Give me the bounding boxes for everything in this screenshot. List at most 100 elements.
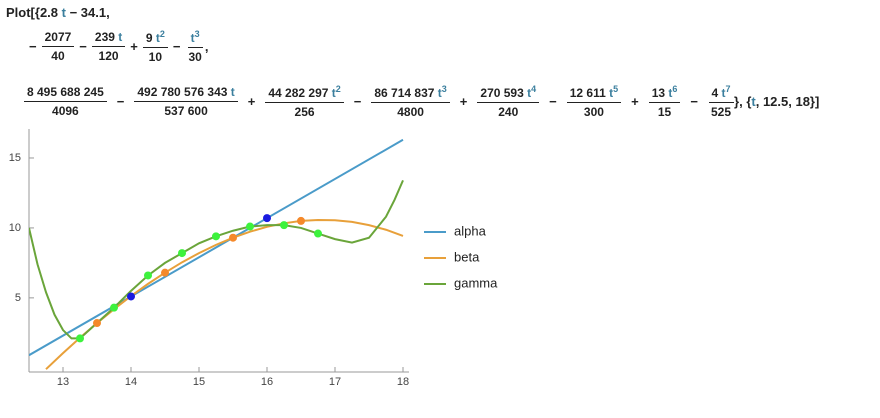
- numerator: 44 282 297 t2: [265, 83, 344, 103]
- data-point: [110, 303, 118, 312]
- fraction: 270 593 t4 240: [477, 83, 540, 119]
- data-point: [76, 334, 84, 343]
- fraction: 86 714 837 t3 4800: [371, 83, 450, 119]
- variable: t: [62, 5, 66, 20]
- variable-name: t: [437, 85, 442, 100]
- fraction: t3 30: [185, 29, 204, 64]
- denominator: 30: [188, 49, 202, 64]
- variable: t: [751, 94, 755, 109]
- numerator: 13 t6: [648, 83, 681, 103]
- data-point: [229, 233, 237, 242]
- x-tick-label: 17: [329, 376, 341, 388]
- legend-label: beta: [454, 249, 480, 264]
- operator: −: [549, 93, 557, 109]
- input-text: 492 780 576 343: [137, 84, 231, 99]
- x-tick-label: 14: [125, 376, 137, 388]
- exponent: 4: [531, 83, 537, 94]
- input-line: 8 495 688 245 4096−492 780 576 343 t 537 6…: [24, 78, 819, 124]
- input-text: 13: [651, 85, 669, 100]
- variable: t: [231, 85, 235, 99]
- numerator: 4 t7: [708, 84, 734, 103]
- fraction: 13 t6 15: [648, 83, 681, 119]
- operator: −: [116, 93, 125, 109]
- fraction: 44 282 297 t2 256: [265, 83, 344, 119]
- denominator: 40: [51, 48, 65, 63]
- fraction: 12 611 t5 300: [566, 83, 622, 119]
- denominator: 4096: [52, 103, 79, 118]
- input-text: 2.8: [39, 4, 62, 20]
- fraction: 8 495 688 245 4096: [24, 85, 107, 118]
- variable: t4: [527, 83, 537, 100]
- variable-name: t: [668, 85, 673, 100]
- variable-name: t: [155, 30, 160, 45]
- variable-name: t: [61, 4, 66, 20]
- numerator: 2077: [41, 29, 75, 47]
- input-text: }, {: [734, 93, 752, 109]
- plot-area: [29, 138, 404, 370]
- variable-name: t: [721, 85, 726, 100]
- input-text: 9: [145, 30, 156, 45]
- data-point: [127, 292, 135, 301]
- denominator: 240: [498, 104, 519, 119]
- legend-label: alpha: [454, 223, 487, 238]
- exponent: 3: [441, 83, 447, 94]
- x-tick-label: 13: [57, 376, 69, 388]
- series-line: [29, 138, 404, 357]
- numerator: 239 t: [91, 29, 126, 47]
- data-point: [297, 216, 305, 225]
- input-text: , 12.5, 18}]: [755, 93, 820, 109]
- operator: −: [29, 38, 37, 54]
- exponent: 2: [335, 83, 341, 94]
- operator: −: [79, 38, 87, 54]
- variable: t5: [609, 83, 619, 100]
- y-tick-label: 5: [15, 292, 21, 304]
- fraction: 2077 40: [41, 29, 75, 63]
- numerator: 270 593 t4: [477, 83, 540, 103]
- denominator: 120: [98, 48, 119, 63]
- denominator: 10: [148, 49, 163, 64]
- input-line: −2077 40−239 t 120 +9 t2 10− t3 30,: [24, 24, 819, 68]
- plot-input: Plot[{2.8 t − 34.1, −2077 40−239 t 120 +9 t2…: [6, 0, 819, 124]
- data-point: [144, 271, 152, 280]
- numerator: t3: [187, 28, 203, 48]
- variable: t3: [437, 83, 447, 100]
- y-tick-label: 15: [9, 152, 21, 164]
- data-point: [246, 222, 254, 231]
- denominator: 537 600: [164, 103, 208, 118]
- data-point: [314, 229, 322, 238]
- denominator: 525: [711, 104, 732, 119]
- fraction: 239 t 120: [91, 29, 126, 63]
- denominator: 300: [583, 104, 604, 119]
- numerator: 8 495 688 245: [24, 85, 107, 102]
- variable-name: t: [118, 29, 123, 44]
- variable: t7: [721, 84, 731, 100]
- input-text: 2077: [44, 29, 72, 44]
- variable-name: t: [527, 85, 532, 100]
- input-line: Plot[{2.8 t − 34.1,: [6, 0, 819, 24]
- fraction: 4 t7 525: [708, 84, 734, 119]
- numerator: 9 t2: [142, 28, 168, 48]
- y-tick-label: 10: [9, 222, 21, 234]
- operator: +: [631, 93, 639, 109]
- variable-name: t: [190, 30, 195, 45]
- fraction: 9 t2 10: [142, 28, 168, 64]
- exponent: 2: [159, 28, 165, 39]
- x-tick-label: 16: [261, 376, 273, 388]
- exponent: 5: [613, 83, 619, 94]
- x-tick-label: 15: [193, 376, 205, 388]
- exponent: 3: [194, 28, 200, 39]
- input-text: ,: [204, 38, 209, 54]
- input-text: 4: [711, 85, 722, 100]
- exponent: 6: [672, 83, 678, 94]
- variable: t3: [190, 28, 200, 45]
- operator: −: [690, 93, 698, 109]
- numerator: 492 780 576 343 t: [134, 84, 238, 102]
- input-text: − 34.1,: [65, 4, 110, 20]
- denominator: 4800: [397, 104, 424, 119]
- input-text: 44 282 297: [268, 85, 332, 100]
- variable-name: t: [751, 93, 756, 109]
- data-point: [212, 232, 220, 241]
- variable: t6: [668, 83, 678, 100]
